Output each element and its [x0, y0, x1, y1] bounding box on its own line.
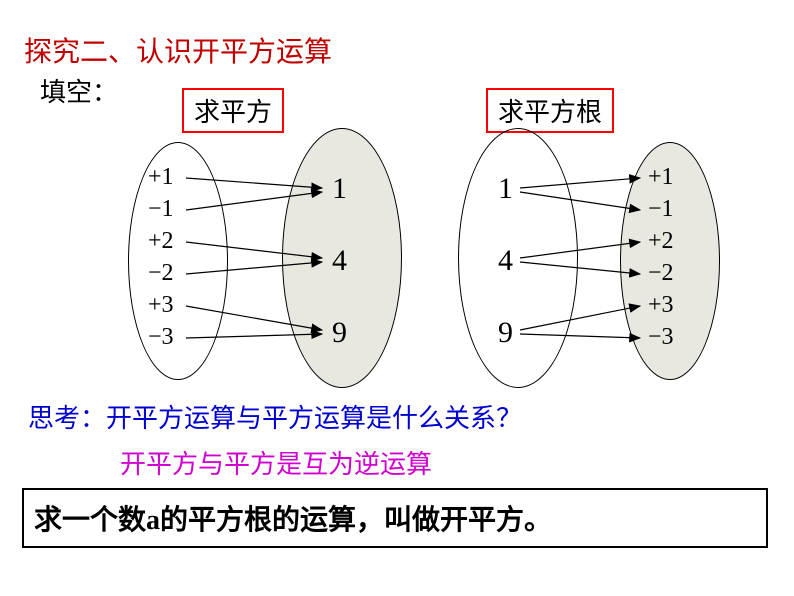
thinking-question: 思考：开平方运算与平方运算是什么关系？ — [28, 398, 522, 435]
right-output-2: +2 — [648, 228, 674, 255]
fill-blank-label: 填空： — [40, 72, 118, 109]
right-output-3: −2 — [648, 260, 674, 287]
left-input-0: +1 — [148, 164, 174, 191]
right-output-5: −3 — [648, 324, 674, 351]
right-input-0: 1 — [498, 172, 513, 206]
left-input-2: +2 — [148, 228, 174, 255]
left-input-1: −1 — [148, 196, 174, 223]
right-input-2: 9 — [498, 316, 513, 350]
thinking-answer: 开平方与平方是互为逆运算 — [120, 444, 432, 481]
definition-box: 求一个数a的平方根的运算，叫做开平方。 — [22, 488, 768, 548]
section-title: 探究二、认识开平方运算 — [24, 30, 332, 70]
right-input-oval — [458, 128, 578, 388]
left-output-0: 1 — [332, 172, 347, 206]
right-box-label: 求平方根 — [486, 88, 614, 133]
left-output-1: 4 — [332, 244, 347, 278]
right-input-1: 4 — [498, 244, 513, 278]
right-output-1: −1 — [648, 196, 674, 223]
right-output-0: +1 — [648, 164, 674, 191]
right-output-4: +3 — [648, 292, 674, 319]
left-input-4: +3 — [148, 292, 174, 319]
left-input-oval — [128, 142, 228, 380]
left-input-3: −2 — [148, 260, 174, 287]
left-output-2: 9 — [332, 316, 347, 350]
left-input-5: −3 — [148, 324, 174, 351]
left-box-label: 求平方 — [182, 88, 284, 133]
